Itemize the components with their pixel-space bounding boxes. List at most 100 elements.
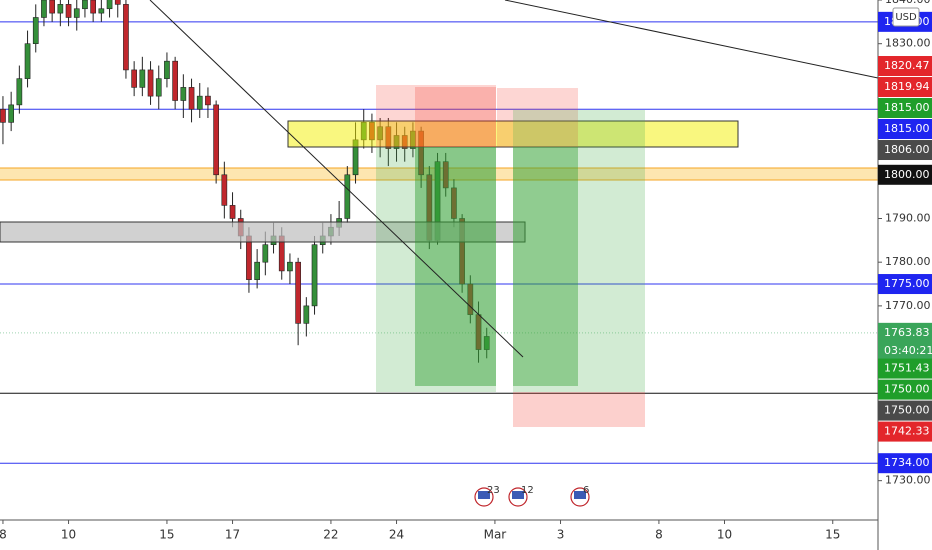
price-tag-label: 1819.94 (884, 80, 930, 93)
price-tag-label: 1775.00 (884, 277, 930, 290)
price-tag-label: 1815.00 (884, 122, 930, 135)
candle-body (90, 0, 96, 14)
event-flag (574, 491, 586, 499)
candle-body (73, 8, 80, 18)
candle-body (155, 78, 162, 97)
candle-body (139, 69, 146, 88)
stop-zone (497, 88, 578, 147)
candle-body (32, 17, 39, 44)
candle-body (442, 161, 449, 189)
price-tag (878, 322, 932, 361)
countdown: 03:40:21 (884, 344, 932, 357)
candle-body (229, 205, 236, 219)
trend-line (504, 0, 879, 79)
candle-body (459, 218, 465, 285)
price-tag-label: 1806.00 (884, 143, 930, 156)
event-flag (512, 491, 524, 499)
y-tick-label: 1780.00 (885, 255, 931, 268)
target-zone (376, 147, 496, 392)
x-tick-label: 22 (323, 528, 338, 542)
candle-body (213, 104, 219, 176)
candle-body (311, 244, 318, 307)
y-tick-label: 1730.00 (885, 474, 931, 487)
zone-box (287, 120, 739, 148)
price-tag (878, 164, 932, 185)
price-tag (878, 400, 932, 421)
candle-body (65, 4, 72, 18)
x-tick-label: 15 (159, 528, 174, 542)
candle-body (221, 174, 228, 206)
price-tag (878, 421, 932, 442)
candle-body (57, 4, 64, 14)
price-tag-label: 1815.00 (884, 101, 930, 114)
event-count: 23 (487, 485, 500, 496)
price-tag (878, 56, 932, 77)
stop-zone (513, 392, 645, 427)
candle-body (24, 43, 31, 79)
drawings-front (0, 0, 879, 427)
price-tag-label: 1742.33 (884, 425, 930, 438)
price-tag-label: 1750.00 (884, 383, 930, 396)
target-zone (415, 147, 496, 386)
candle-body (295, 261, 301, 324)
x-tick-label: 8 (655, 528, 663, 542)
y-tick-label: 1770.00 (885, 299, 931, 312)
candle-body (131, 69, 137, 88)
candle-body (16, 78, 23, 106)
price-tag (878, 77, 932, 98)
target-zone (513, 110, 645, 392)
x-tick-label: 15 (825, 528, 840, 542)
price-tag (878, 98, 932, 119)
candle-body (205, 95, 211, 106)
candle-body (246, 235, 252, 280)
candle-body (41, 0, 47, 18)
candle-body (0, 108, 6, 123)
candle-body (164, 60, 170, 79)
price-tag-label: 1820.47 (884, 59, 930, 72)
candle-body (254, 261, 260, 280)
candle-body (451, 187, 457, 219)
price-tag-label: 1734.00 (884, 456, 930, 469)
candle-body (98, 8, 105, 14)
event-count: 6 (583, 485, 589, 496)
x-tick-label: 8 (0, 528, 7, 542)
price-tag (878, 140, 932, 161)
event-flag (478, 491, 490, 499)
candle-body (49, 0, 55, 14)
x-tick-label: 17 (225, 528, 240, 542)
y-tick-label: 1790.00 (885, 211, 931, 224)
y-tick-label: 1830.00 (885, 37, 931, 50)
candle-body (8, 104, 14, 123)
candle-body (344, 174, 351, 219)
candle-body (180, 87, 187, 101)
x-tick-label: 3 (557, 528, 565, 542)
candle-body (196, 95, 203, 110)
candle-body (147, 69, 154, 97)
candle-body (287, 261, 293, 272)
candle-body (467, 283, 474, 315)
candle-body (82, 0, 88, 10)
stop-zone (415, 87, 496, 147)
price-tag-label: 1750.00 (884, 404, 930, 417)
x-tick-label: 10 (61, 528, 76, 542)
price-tag-label: 1751.43 (884, 362, 930, 375)
zone-box (0, 221, 526, 243)
price-tag-label: 1800.00 (884, 168, 930, 181)
event-count: 12 (521, 485, 534, 496)
y-tick-label: 1840.00 (885, 0, 931, 6)
candle-body (483, 336, 490, 350)
x-tick-label: 10 (717, 528, 732, 542)
events: 23 12 6 (474, 485, 590, 507)
price-tag (878, 274, 932, 295)
currency-box[interactable] (892, 7, 920, 27)
price-tags: 1835.001820.471819.941815.001815.001806.… (878, 11, 932, 474)
candle-body (188, 87, 195, 110)
x-tick-label: 24 (389, 528, 404, 542)
target-zone (513, 147, 578, 386)
price-tag (878, 119, 932, 140)
stop-zone (376, 85, 496, 147)
x-tick-label: Mar (484, 528, 507, 542)
price-tag (878, 379, 932, 400)
